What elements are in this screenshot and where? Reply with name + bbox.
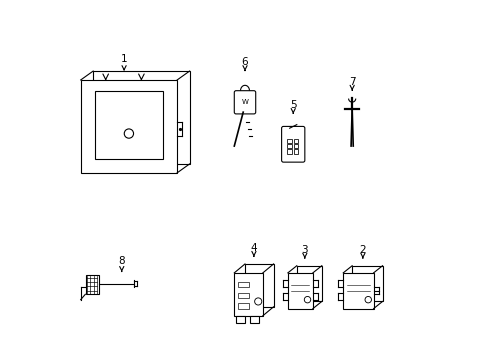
Bar [81,80,177,173]
Bar [234,273,263,316]
Text: 2: 2 [360,245,366,258]
Bar [93,71,190,164]
Bar [250,316,259,323]
Bar [238,293,248,298]
Bar [287,149,292,154]
FancyBboxPatch shape [282,126,305,162]
Bar [238,282,248,287]
Bar [236,316,245,323]
Text: 7: 7 [349,77,355,90]
Bar [288,273,313,309]
Bar [238,303,248,309]
Bar [245,264,273,307]
FancyBboxPatch shape [234,91,256,114]
Bar [297,266,322,301]
Bar [294,139,298,143]
Bar [95,91,163,158]
Text: 6: 6 [242,58,248,71]
Text: 5: 5 [290,100,296,113]
Text: 1: 1 [121,54,127,70]
Bar [294,149,298,154]
Bar [86,275,98,294]
Bar [343,273,373,309]
Bar [352,266,383,301]
Bar [287,144,292,148]
Bar [287,139,292,143]
Text: W: W [242,99,248,105]
Text: 4: 4 [250,243,257,256]
Bar [294,144,298,148]
Text: 8: 8 [119,256,125,271]
Text: 3: 3 [301,245,308,258]
